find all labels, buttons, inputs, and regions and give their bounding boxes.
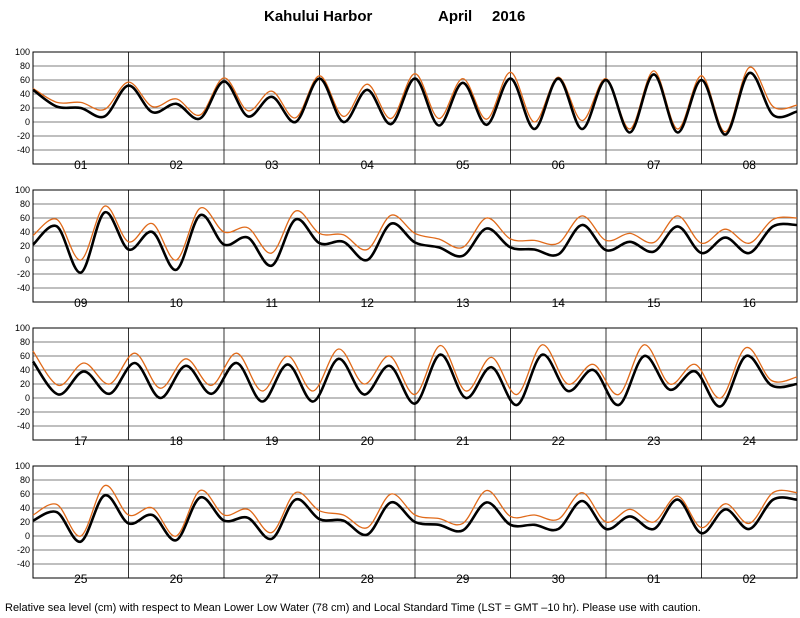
day-label: 04 — [361, 158, 375, 172]
y-tick-label: 40 — [20, 365, 30, 375]
observed-line — [32, 484, 798, 537]
predicted-line — [32, 211, 798, 274]
day-label: 06 — [552, 158, 566, 172]
y-tick-label: 20 — [20, 103, 30, 113]
y-tick-label: -40 — [17, 421, 30, 431]
day-label: 23 — [647, 434, 661, 448]
y-tick-label: 60 — [20, 489, 30, 499]
day-label: 09 — [74, 296, 88, 310]
panel-frame — [32, 465, 798, 579]
y-tick-label: 100 — [15, 185, 30, 195]
y-tick-label: 40 — [20, 503, 30, 513]
y-tick-label: 100 — [15, 323, 30, 333]
y-tick-label: -20 — [17, 131, 30, 141]
y-tick-label: 40 — [20, 89, 30, 99]
day-label: 13 — [456, 296, 470, 310]
day-label: 24 — [743, 434, 757, 448]
y-tick-label: 0 — [25, 117, 30, 127]
y-tick-label: -40 — [17, 283, 30, 293]
station-title: Kahului Harbor — [264, 8, 373, 25]
y-tick-label: 80 — [20, 61, 30, 71]
year-title: 2016 — [492, 8, 525, 25]
day-label: 21 — [456, 434, 470, 448]
panel-1: 100 80 60 40 20 0 -20 -40 01 02 03 04 05 06 07 08 — [15, 47, 798, 172]
predicted-line — [32, 71, 798, 136]
y-tick-label: 60 — [20, 75, 30, 85]
day-label: 28 — [361, 572, 375, 586]
day-label: 19 — [265, 434, 279, 448]
day-label: 12 — [361, 296, 375, 310]
y-tick-label: 40 — [20, 227, 30, 237]
y-tick-label: 100 — [15, 461, 30, 471]
observed-line — [32, 66, 798, 133]
day-label: 30 — [552, 572, 566, 586]
month-title: April — [438, 8, 472, 25]
day-label: 15 — [647, 296, 661, 310]
day-label: 22 — [552, 434, 566, 448]
y-tick-label: 20 — [20, 241, 30, 251]
y-tick-label: -40 — [17, 145, 30, 155]
day-label: 26 — [170, 572, 184, 586]
day-label: 03 — [265, 158, 279, 172]
y-tick-label: -40 — [17, 559, 30, 569]
day-label: 01 — [74, 158, 88, 172]
day-label: 25 — [74, 572, 88, 586]
day-label: 29 — [456, 572, 470, 586]
y-tick-label: -20 — [17, 407, 30, 417]
y-tick-label: 80 — [20, 475, 30, 485]
y-tick-label: 100 — [15, 47, 30, 57]
day-label: 10 — [170, 296, 184, 310]
panel-frame — [32, 189, 798, 303]
y-tick-label: 0 — [25, 531, 30, 541]
y-tick-label: 60 — [20, 213, 30, 223]
observed-line — [32, 205, 798, 261]
day-label: 27 — [265, 572, 279, 586]
panel-4: 100 80 60 40 20 0 -20 -40 25 26 27 28 29 30 01 02 — [15, 461, 798, 586]
y-tick-label: 20 — [20, 517, 30, 527]
observed-line — [32, 344, 798, 399]
day-label: 02 — [743, 572, 757, 586]
day-label: 20 — [361, 434, 375, 448]
y-tick-label: 0 — [25, 393, 30, 403]
day-label: 08 — [743, 158, 757, 172]
day-label: 11 — [266, 296, 279, 310]
y-tick-label: -20 — [17, 269, 30, 279]
day-label: 18 — [170, 434, 184, 448]
day-label: 16 — [743, 296, 757, 310]
y-tick-label: 80 — [20, 199, 30, 209]
predicted-line — [32, 494, 798, 543]
day-label: 01 — [647, 572, 661, 586]
panel-2: 100 80 60 40 20 0 -20 -40 09 10 11 12 13 14 15 16 — [15, 185, 798, 310]
panel-3: 100 80 60 40 20 0 -20 -40 17 18 19 20 21 22 23 24 — [15, 323, 798, 448]
day-label: 14 — [552, 296, 566, 310]
y-tick-label: 60 — [20, 351, 30, 361]
footer-note: Relative sea level (cm) with respect to … — [5, 602, 701, 614]
day-label: 07 — [647, 158, 661, 172]
day-label: 05 — [456, 158, 470, 172]
y-tick-label: 20 — [20, 379, 30, 389]
y-tick-label: -20 — [17, 545, 30, 555]
y-tick-label: 0 — [25, 255, 30, 265]
y-tick-label: 80 — [20, 337, 30, 347]
day-label: 17 — [74, 434, 88, 448]
predicted-line — [31, 353, 798, 408]
day-label: 02 — [170, 158, 184, 172]
panel-frame — [32, 51, 798, 165]
